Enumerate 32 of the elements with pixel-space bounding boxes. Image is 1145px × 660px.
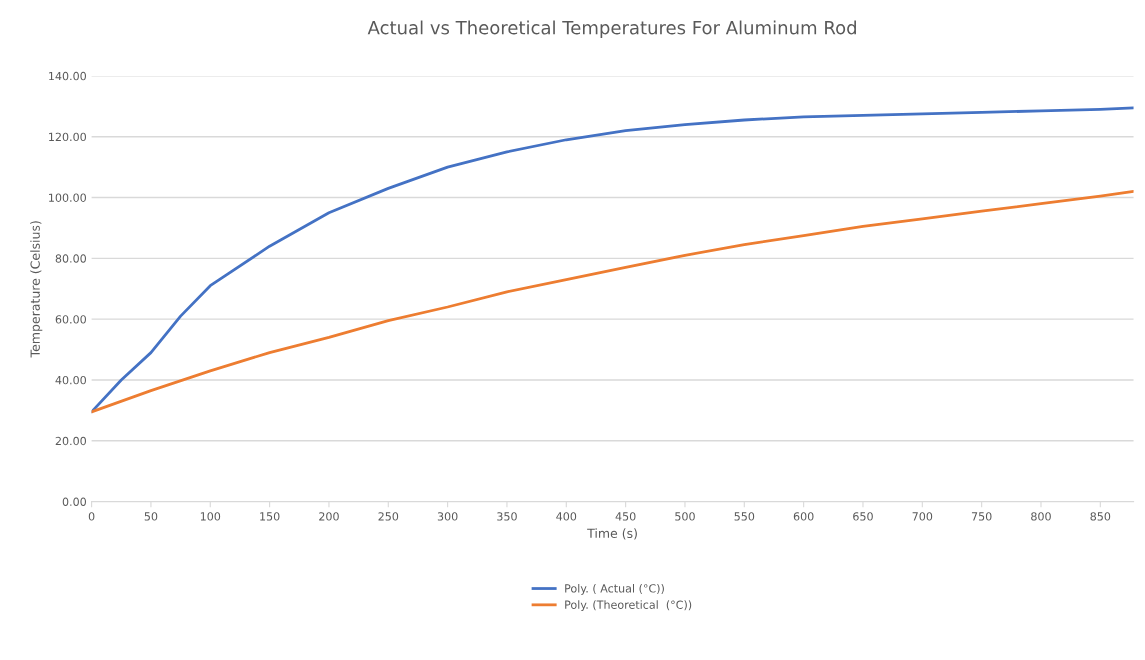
x-tick-label: 550: [734, 512, 755, 521]
x-tick-label: 750: [971, 512, 992, 521]
y-tick-label: 0.00: [62, 497, 86, 506]
x-tick-label: 200: [319, 512, 339, 521]
x-tick-label: 50: [144, 512, 158, 521]
x-tick-label: 800: [1031, 512, 1051, 521]
legend-label: Poly. (Theoretical (°C)): [565, 600, 692, 612]
x-tick-label: 150: [260, 512, 280, 521]
y-tick-label: 40.00: [55, 375, 86, 385]
x-tick-label: 300: [437, 512, 458, 521]
x-tick-label: 450: [615, 512, 636, 521]
x-axis-title: Time (s): [587, 528, 637, 540]
y-tick-label: 20.00: [55, 436, 86, 446]
x-tick-label: 700: [912, 512, 933, 521]
x-tick-label: 350: [497, 512, 517, 521]
y-tick-label: 100.00: [49, 193, 86, 202]
legend-label: Poly. ( Actual (°C)): [565, 583, 664, 595]
y-tick-label: 140.00: [49, 71, 86, 81]
x-tick-label: 500: [675, 512, 695, 521]
x-tick-label: 850: [1090, 512, 1111, 521]
y-tick-label: 120.00: [49, 132, 86, 142]
y-tick-label: 80.00: [55, 254, 86, 263]
x-tick-label: 400: [556, 512, 577, 521]
x-tick-label: 250: [378, 512, 399, 521]
x-tick-label: 100: [200, 512, 221, 521]
y-axis-title: Temperature (Celsius): [30, 221, 43, 358]
chart-title: Actual vs Theoretical Temperatures For Aluminum Rod: [367, 20, 856, 38]
line-series: [91, 190, 1134, 414]
x-tick-label: 0: [88, 512, 95, 521]
y-tick-label: 60.00: [55, 315, 86, 324]
x-tick-label: 650: [853, 512, 873, 521]
x-tick-label: 600: [793, 512, 814, 521]
